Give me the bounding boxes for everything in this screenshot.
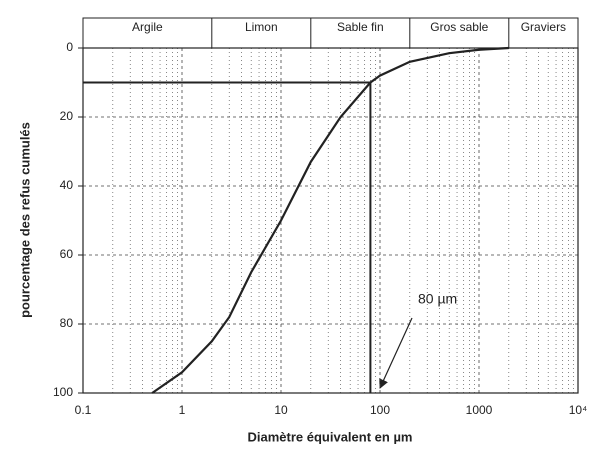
x-tick-label: 1 <box>179 403 186 417</box>
x-tick-label: 10 <box>274 403 288 417</box>
x-tick-label: 0.1 <box>75 403 92 417</box>
y-tick-label: 80 <box>60 316 74 330</box>
zone-label: Gros sable <box>430 20 488 34</box>
y-tick-label: 0 <box>66 40 73 54</box>
zone-label: Argile <box>132 20 163 34</box>
plot-frame <box>82 47 579 394</box>
y-tick-label: 100 <box>53 385 73 399</box>
x-axis-label: Diamètre équivalent en µm <box>248 429 413 444</box>
y-axis-label: pourcentage des refus cumulés <box>17 122 32 318</box>
curve <box>151 46 509 394</box>
x-tick-label: 10⁴ <box>569 403 588 417</box>
x-tick-label: 100 <box>370 403 390 417</box>
y-tick-label: 40 <box>60 178 74 192</box>
zone-label: Sable fin <box>337 20 384 34</box>
zone-label: Limon <box>245 20 278 34</box>
y-tick-label: 20 <box>60 109 74 123</box>
y-tick-label: 60 <box>60 247 74 261</box>
annotation: 80 µm <box>418 291 457 307</box>
x-tick-label: 1000 <box>466 403 493 417</box>
annotation-arrow <box>379 317 413 389</box>
zone-label: Graviers <box>521 20 566 34</box>
